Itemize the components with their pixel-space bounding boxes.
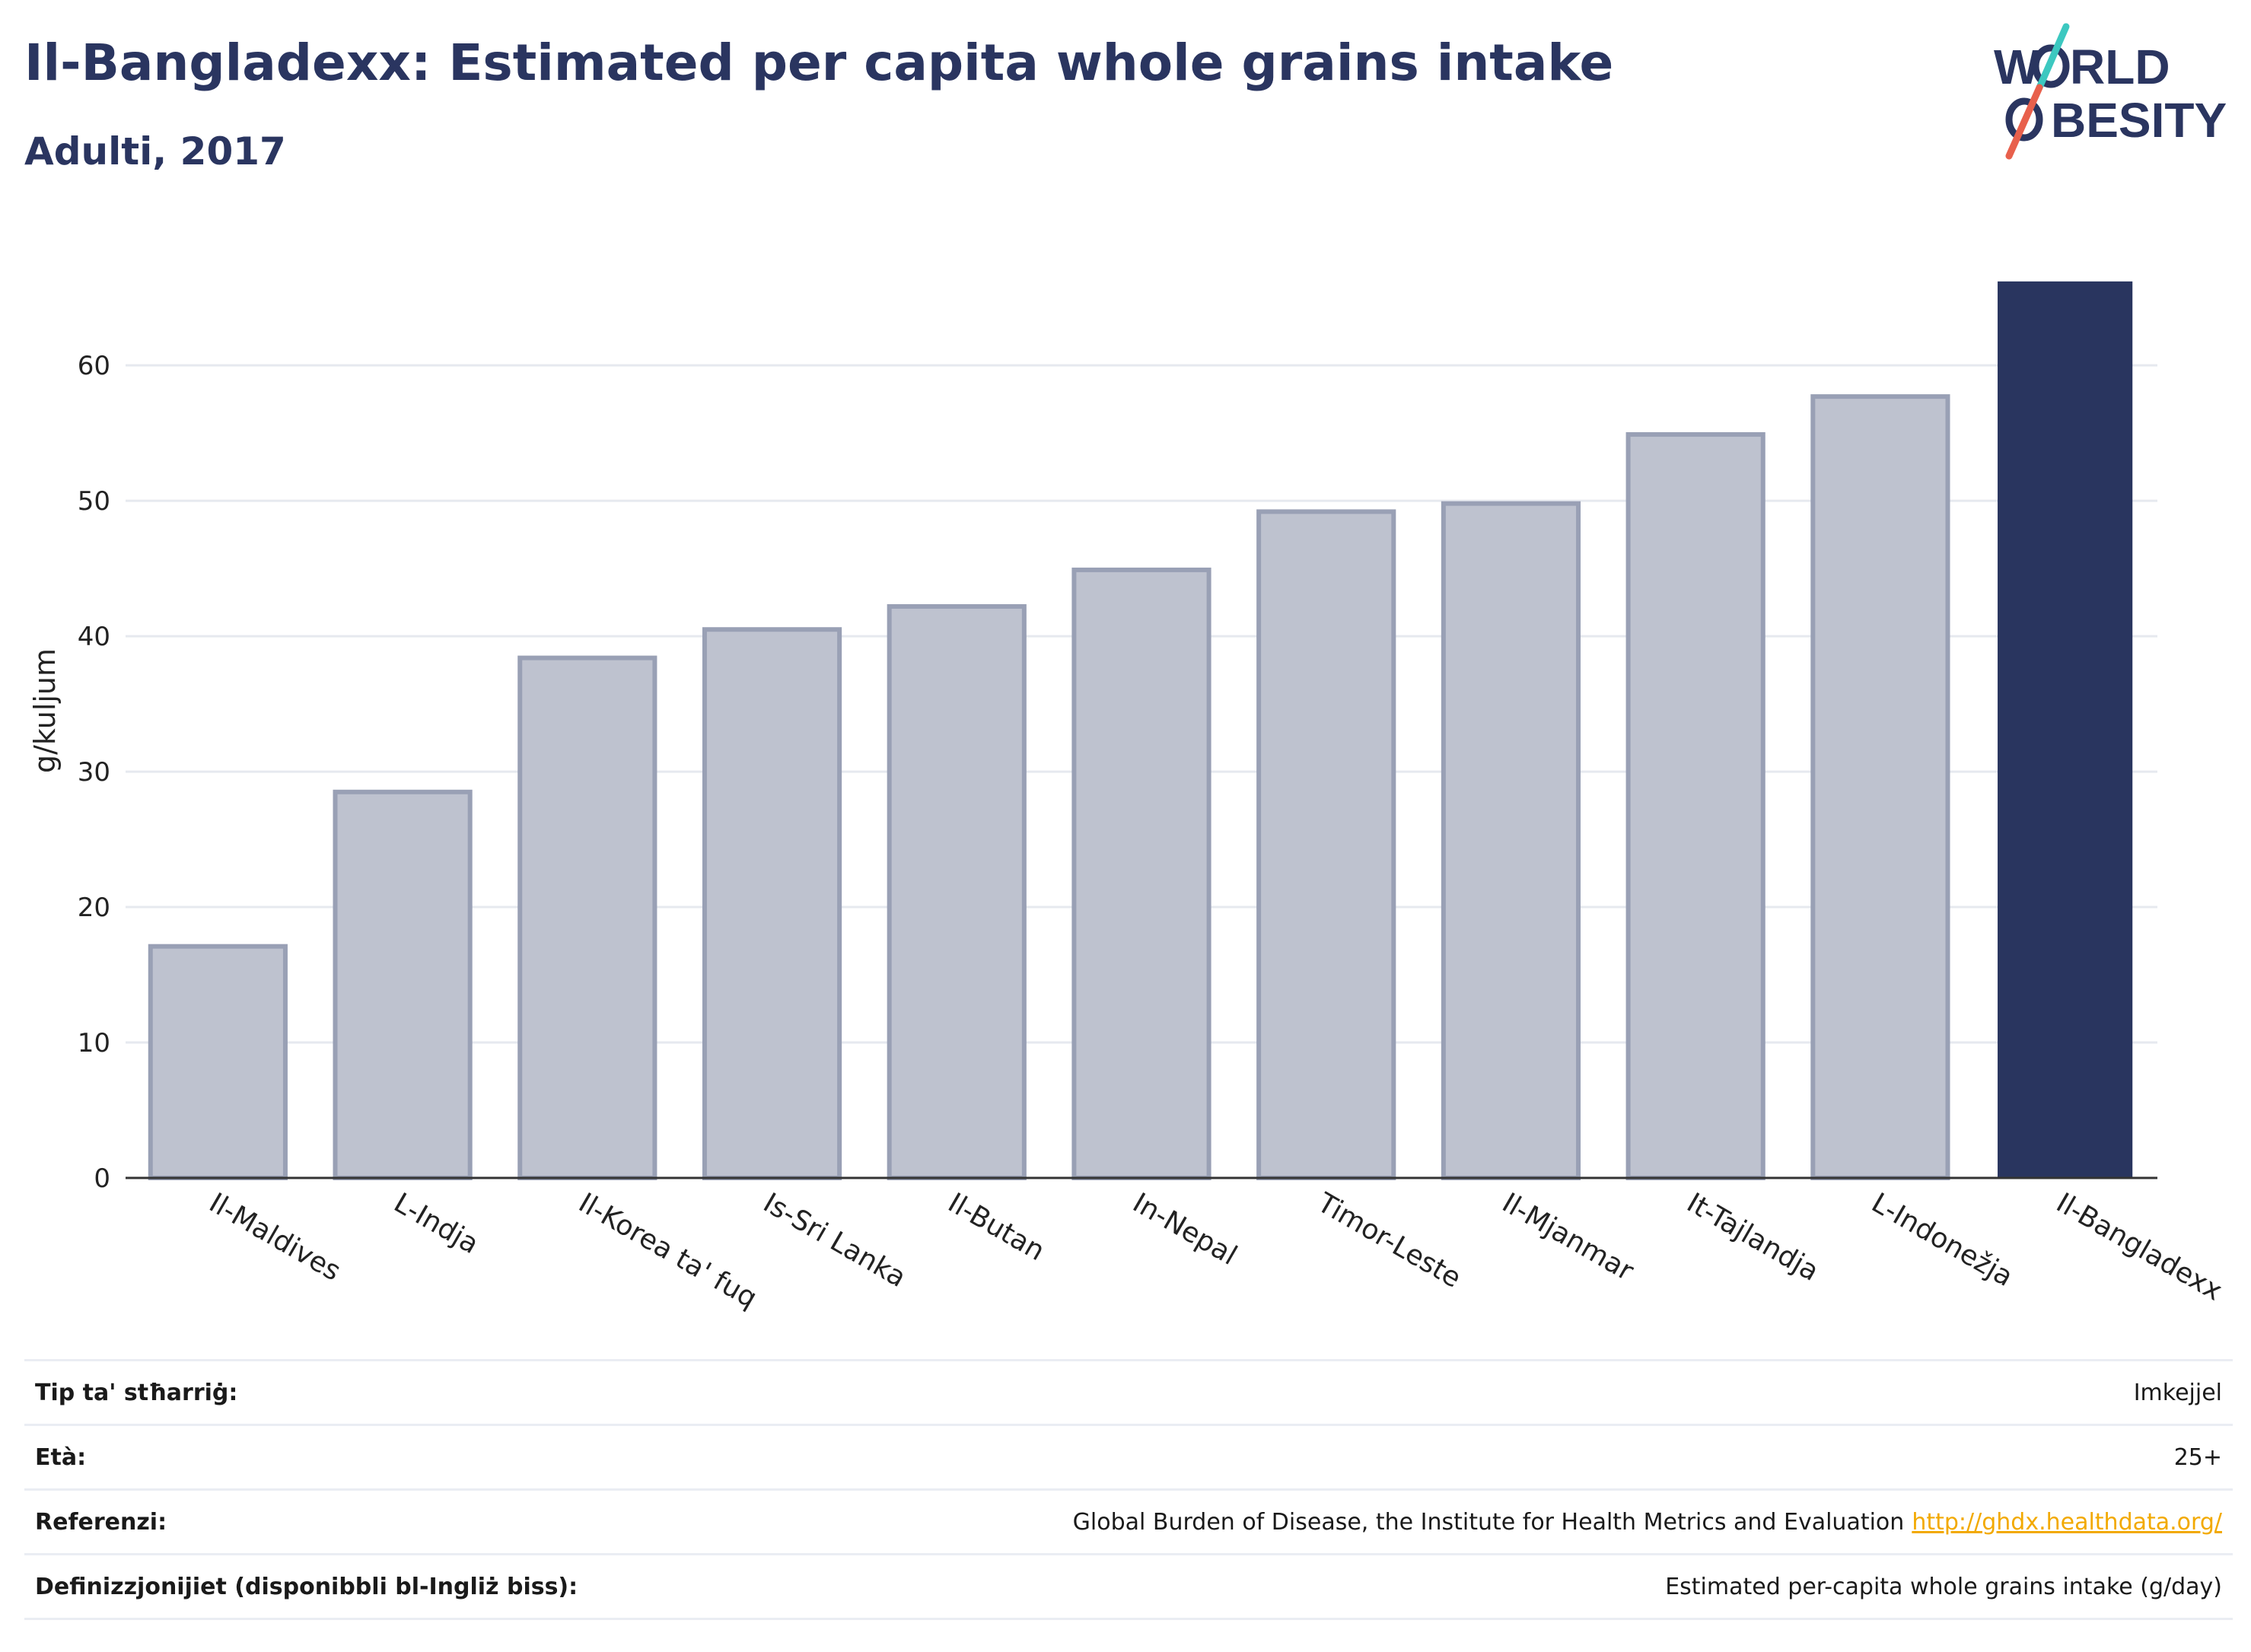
x-tick-label: Is-Sri Lanka [758,1187,911,1294]
info-value-wrapper: Global Burden of Disease, the Institute … [1073,1509,2233,1536]
info-row-age: Età: 25+ [24,1424,2233,1488]
info-value: Global Burden of Disease, the Institute … [1072,1508,1905,1536]
info-value: Estimated per-capita whole grains intake… [1665,1573,2222,1600]
bar-chart: 0 10 20 30 40 50 60 g/kuljum Il-Maldives L-Indja I… [28,281,2227,1314]
reference-link[interactable]: http://ghdx.healthdata.org/ [1912,1508,2222,1536]
y-tick-label: 0 [94,1163,110,1194]
x-tick-label: Il-Korea ta' fuq [573,1187,762,1314]
bar [702,627,842,1180]
x-tick-label: L-Indja [389,1187,484,1260]
bar [1810,394,1950,1180]
info-row-references: Referenzi: Global Burden of Disease, the… [24,1488,2233,1553]
bar [1625,431,1765,1180]
y-tick-label: 40 [78,622,110,652]
bar [333,789,473,1180]
x-tick-label: Il-Bangladexx [2051,1187,2227,1307]
world-obesity-logo: W RLD BESITY [1994,23,2227,160]
chart-title: Il-Bangladexx: Estimated per capita whol… [24,33,1614,92]
bar [887,603,1027,1180]
chart-subtitle: Adulti, 2017 [24,129,286,173]
info-table: Tip ta' stħarriġ: Imkejjel Età: 25+ Refe… [24,1359,2233,1620]
y-tick-label: 50 [78,486,110,517]
bar [1998,281,2133,1178]
bar [1071,567,1211,1180]
svg-text:BESITY: BESITY [2051,93,2227,148]
x-tick-label: In-Nepal [1128,1187,1243,1272]
y-tick-label: 30 [78,757,110,788]
info-row-survey-type: Tip ta' stħarriġ: Imkejjel [24,1359,2233,1424]
svg-text:RLD: RLD [2070,40,2170,94]
bar [148,944,288,1180]
info-value: Imkejjel [2133,1379,2222,1406]
info-label: Età: [35,1444,87,1471]
y-axis-label: g/kuljum [28,648,62,773]
info-label: Definizzjonijiet (disponibbli bl-Ingliż … [35,1573,578,1600]
x-tick-label: Il-Maldives [204,1187,346,1287]
info-label: Referenzi: [35,1508,167,1536]
info-row-definitions: Definizzjonijiet (disponibbli bl-Ingliż … [24,1553,2233,1620]
y-tick-label: 60 [78,351,110,381]
y-tick-label: 10 [78,1028,110,1058]
x-tick-label: Il-Butan [943,1187,1050,1267]
bar [1256,509,1396,1180]
x-tick-label: It-Tajlandja [1682,1187,1824,1288]
x-tick-label: Timor-Leste [1311,1187,1466,1294]
y-tick-label: 20 [78,893,110,923]
info-value: 25+ [2173,1444,2222,1471]
bar [517,655,657,1180]
info-label: Tip ta' stħarriġ: [35,1379,238,1406]
bar [1441,501,1581,1180]
x-tick-label: L-Indonežja [1866,1187,2017,1293]
x-tick-label: Il-Mjanmar [1497,1187,1638,1287]
